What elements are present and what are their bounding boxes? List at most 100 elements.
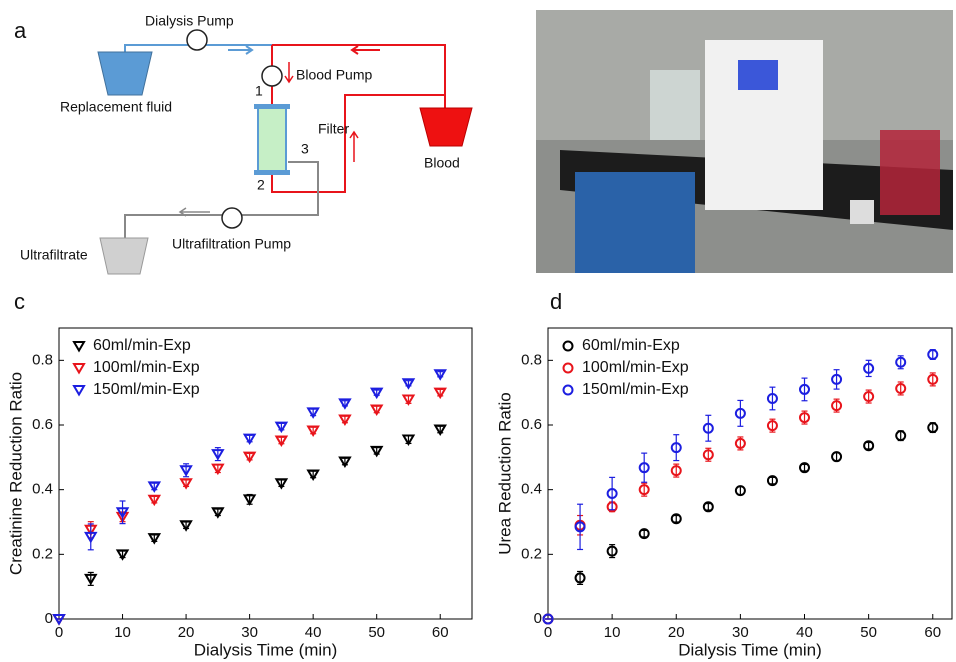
y-tick-label: 0.4 [32,481,53,498]
diagram-label: Dialysis Pump [145,13,234,29]
arrow [349,130,359,162]
point [831,400,843,412]
pump [221,207,243,229]
y-tick-label: 0 [45,610,53,627]
point [670,442,682,454]
point [369,445,384,458]
x-tick-label: 60 [432,624,449,641]
point [831,451,843,463]
y-tick-label: 0.2 [521,545,542,562]
legend-marker [562,340,574,352]
error-bar [865,359,872,378]
filter-cap [254,170,290,175]
cabinet [575,172,695,273]
point [799,383,811,395]
point [242,451,257,464]
panel-label: c [14,289,25,314]
arrow [284,62,294,84]
point [702,449,714,461]
pump [186,29,208,51]
diagram-label: 1 [255,83,263,99]
point [338,398,352,410]
arrow [228,45,254,55]
point [115,507,130,519]
point [84,573,98,586]
pipe [271,94,446,193]
y-axis-label: Urea Reduction Ratio [495,392,514,555]
x-tick-label: 40 [305,624,322,641]
x-tick-label: 10 [604,624,621,641]
point [274,421,289,434]
point [179,520,193,532]
point [799,462,811,474]
error-bar [119,500,126,525]
legend-marker [562,362,574,374]
point [369,387,384,400]
point [306,469,320,481]
point [115,549,130,561]
diagram-label: 3 [301,141,309,157]
legend-label: 100ml/min-Exp [582,359,689,376]
beaker [99,237,149,275]
error-bar [705,502,712,511]
point [895,382,907,394]
plot-frame [58,327,473,620]
diagram-label: Replacement fluid [60,99,172,115]
point [702,501,714,513]
error-bar [673,514,680,523]
point [670,465,682,477]
legend-marker [72,385,86,397]
point [863,440,875,452]
point [927,422,939,434]
filter [257,107,287,173]
x-tick-label: 50 [368,624,385,641]
y-tick-label: 0 [534,610,542,627]
diagram-label: Ultrafiltrate [20,247,88,263]
point [401,434,416,447]
legend-label: 150ml/min-Exp [93,381,200,398]
y-tick-label: 0.8 [32,351,53,368]
diagram-label: Filter [318,121,349,137]
point [242,433,257,446]
point [574,521,586,533]
point [831,373,843,385]
point [863,362,875,374]
error-bar [833,369,840,390]
error-bar [865,441,872,450]
diagram-label: 2 [257,177,265,193]
y-axis-label: Creatinine Reduction Ratio [6,372,25,575]
point [211,449,225,461]
point [670,513,682,525]
point [734,407,746,419]
point [927,373,939,385]
error-bar [577,503,584,551]
point [306,407,320,419]
y-tick-label: 0.2 [32,545,53,562]
error-bar [705,414,712,442]
x-tick-label: 0 [55,624,63,641]
point [638,528,650,540]
error-bar [737,399,744,427]
error-bar [769,386,776,411]
point [433,369,447,381]
point [274,435,289,447]
pipe [124,214,226,238]
error-bar [769,476,776,485]
pipe [124,44,272,52]
error-bar [641,529,648,538]
x-tick-label: 50 [860,624,877,641]
point [147,481,162,493]
error-bar [833,452,840,462]
point [574,572,586,584]
point [147,494,162,507]
point [242,494,257,506]
point [84,531,98,544]
x-tick-label: 0 [544,624,552,641]
diagram [97,29,473,275]
point [766,420,778,432]
photo [536,10,953,273]
y-tick-label: 0.6 [521,416,542,433]
point [211,463,225,476]
point [799,412,811,424]
